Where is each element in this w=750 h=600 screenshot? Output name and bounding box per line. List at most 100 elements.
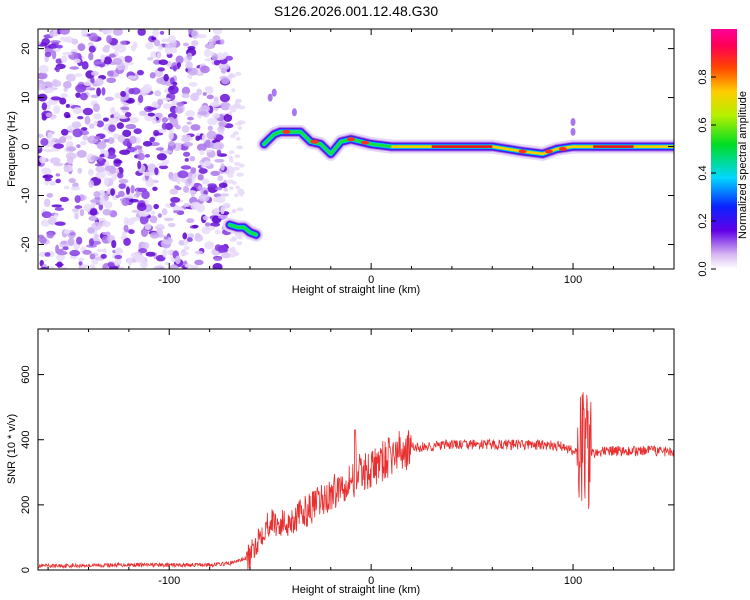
noise-blob xyxy=(167,222,176,228)
noise-blob xyxy=(49,157,61,164)
noise-blob xyxy=(196,143,207,152)
noise-blob xyxy=(136,69,144,76)
noise-blob xyxy=(118,183,126,189)
noise-blob xyxy=(93,103,100,113)
noise-blob xyxy=(178,239,185,246)
noise-blob xyxy=(70,186,81,191)
noise-blob xyxy=(128,116,140,124)
noise-blob xyxy=(230,134,236,139)
noise-blob xyxy=(58,266,68,269)
noise-blob xyxy=(212,29,222,35)
noise-blob xyxy=(151,115,157,125)
noise-blob xyxy=(156,153,167,161)
noise-blob xyxy=(103,177,109,186)
noise-blob xyxy=(80,264,90,268)
noise-blob xyxy=(184,263,192,268)
noise-blob xyxy=(181,93,190,99)
noise-blob xyxy=(78,257,85,262)
noise-blob xyxy=(235,121,243,126)
noise-blob xyxy=(112,29,123,36)
noise-blob xyxy=(109,150,115,156)
noise-blob xyxy=(191,40,199,47)
noise-blob xyxy=(72,128,83,138)
noise-blob xyxy=(80,140,87,146)
spectrogram-xtick-label: -100 xyxy=(158,274,180,286)
noise-blob xyxy=(235,71,242,76)
noise-blob xyxy=(93,135,101,140)
noise-blob xyxy=(80,29,88,37)
noise-blob xyxy=(151,101,159,108)
noise-blob xyxy=(93,190,101,198)
noise-blob xyxy=(236,98,242,103)
noise-blob xyxy=(191,173,196,182)
noise-blob xyxy=(149,72,156,79)
noise-blob xyxy=(102,117,110,122)
noise-blob xyxy=(167,85,179,95)
noise-blob xyxy=(55,66,61,73)
noise-blob xyxy=(40,138,49,146)
noise-blob xyxy=(137,160,142,170)
noise-blob xyxy=(41,102,48,111)
noise-blob xyxy=(229,158,234,163)
noise-blob xyxy=(227,247,233,252)
noise-blob xyxy=(145,178,155,187)
noise-blob xyxy=(207,125,213,131)
noise-blob xyxy=(53,143,64,149)
noise-blob xyxy=(106,153,117,160)
noise-blob xyxy=(132,41,138,50)
noise-blob xyxy=(171,46,178,54)
noise-blob xyxy=(210,101,221,108)
noise-blob xyxy=(206,130,217,140)
noise-blob xyxy=(114,247,124,254)
spectral-hotspot xyxy=(544,149,553,154)
noise-blob xyxy=(88,238,95,247)
noise-blob xyxy=(44,51,52,58)
noise-blob xyxy=(153,129,160,137)
noise-blob xyxy=(112,57,123,65)
noise-blob xyxy=(217,56,225,60)
noise-blob xyxy=(101,87,106,96)
noise-blob xyxy=(149,215,158,224)
noise-blob xyxy=(161,122,168,130)
noise-blob xyxy=(58,136,67,144)
noise-blob xyxy=(48,181,57,186)
noise-blob xyxy=(74,73,83,77)
noise-blob xyxy=(65,73,76,82)
noise-blob xyxy=(55,244,60,254)
noise-blob xyxy=(149,136,156,143)
noise-blob xyxy=(90,155,99,161)
noise-blob xyxy=(55,173,61,177)
noise-blob xyxy=(46,231,54,239)
noise-blob xyxy=(153,266,161,269)
noise-blob xyxy=(38,236,47,244)
noise-blob xyxy=(53,213,58,220)
colorbar-label: Normalized spectral amplitude xyxy=(737,91,749,239)
noise-blob xyxy=(190,124,201,131)
noise-blob xyxy=(110,188,116,196)
noise-blob xyxy=(63,87,68,92)
noise-blob xyxy=(178,207,184,211)
noise-blob xyxy=(181,125,190,133)
noise-blob xyxy=(38,72,48,80)
noise-blob xyxy=(212,197,223,203)
colorbar: 0.0 0.2 0.4 0.6 0.8 Normalized spectral ampl… xyxy=(697,29,749,277)
noise-blob xyxy=(104,44,111,49)
noise-blob xyxy=(213,207,220,213)
noise-blob xyxy=(95,171,106,179)
noise-blob xyxy=(175,255,181,265)
noise-blob xyxy=(47,131,53,140)
snr-series-line xyxy=(38,392,674,570)
noise-blob xyxy=(229,186,234,191)
noise-blob xyxy=(47,43,58,49)
noise-blob xyxy=(114,44,120,53)
noise-blob xyxy=(108,124,116,133)
noise-blob xyxy=(82,107,94,116)
noise-blob xyxy=(140,228,149,237)
snr-axes: -100 0 100 0 200 400 600 xyxy=(20,329,674,587)
noise-blob xyxy=(187,233,195,239)
spectral-fragment xyxy=(291,108,297,117)
spectral-hotspot xyxy=(346,137,355,142)
noise-blob xyxy=(225,55,233,61)
noise-blob xyxy=(158,165,169,170)
noise-blob xyxy=(84,115,91,125)
